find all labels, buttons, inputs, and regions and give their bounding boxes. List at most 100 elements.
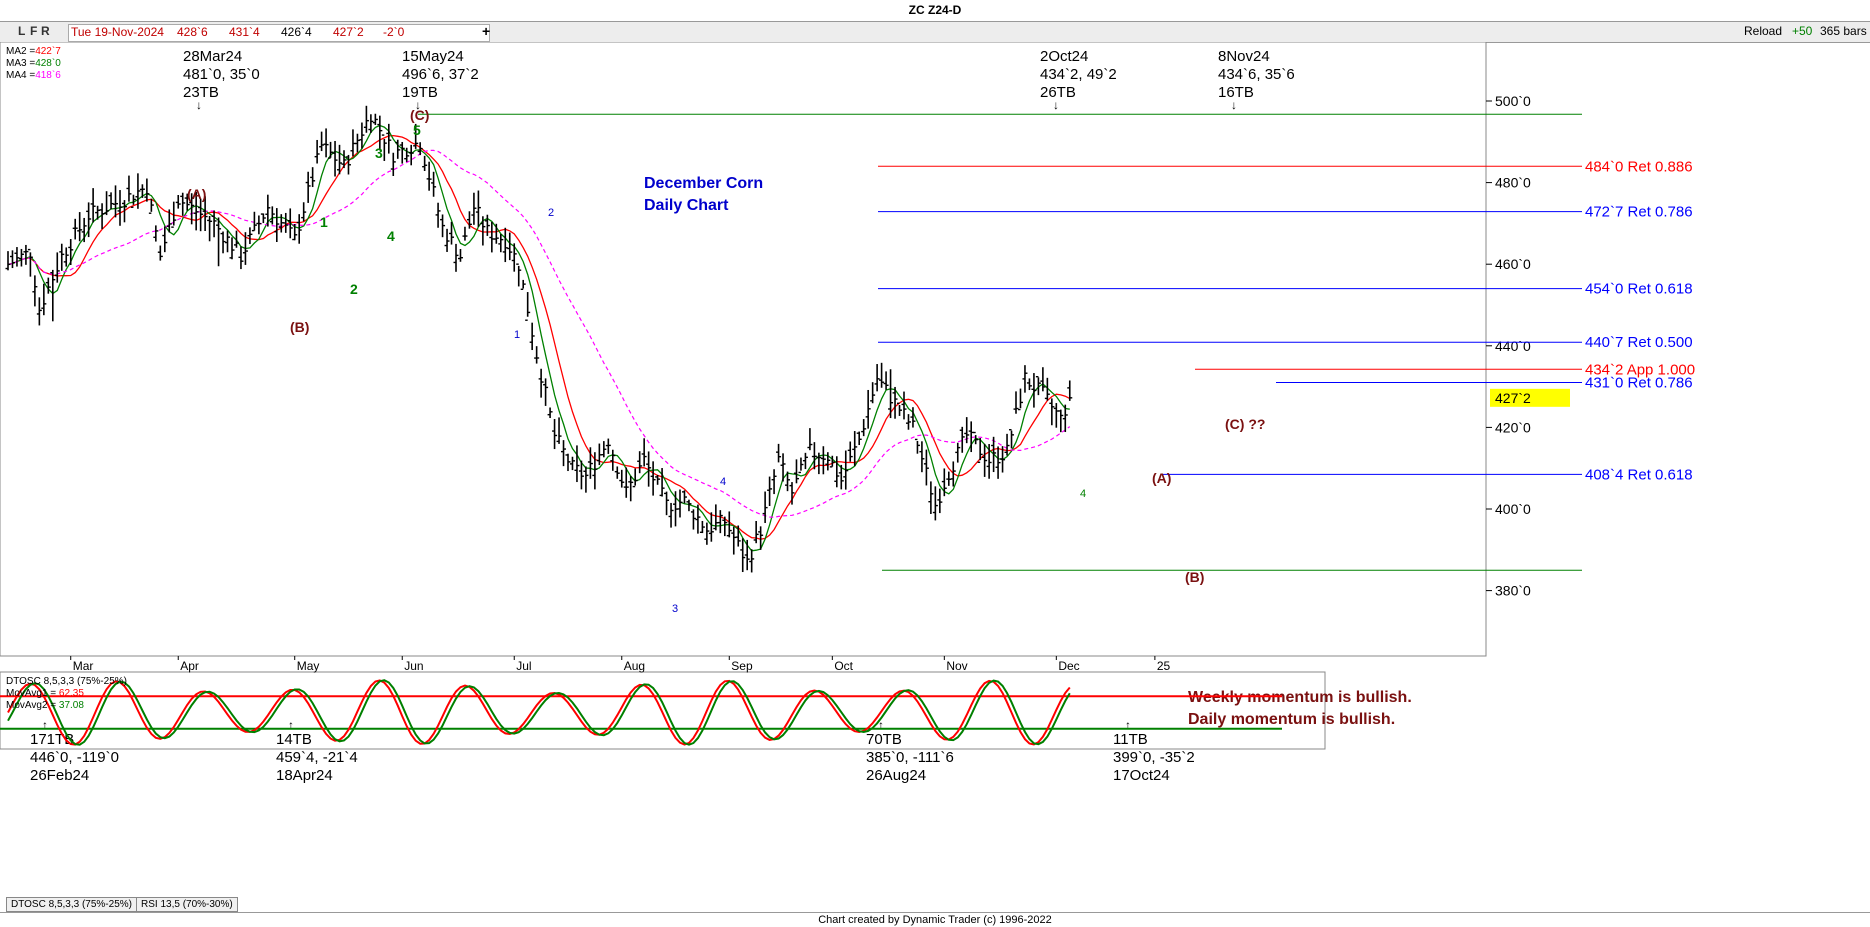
tab-rsi[interactable]: RSI 13,5 (70%-30%) <box>136 897 238 912</box>
price-bar <box>466 211 472 229</box>
price-bar <box>63 247 69 267</box>
price-bar <box>233 230 239 248</box>
bottom-annotation-arrow: ↑ <box>878 718 884 732</box>
wave-label: 5 <box>413 122 421 138</box>
price-bar <box>825 452 831 471</box>
price-bar <box>368 114 374 133</box>
price-bar <box>897 402 903 416</box>
bar-info-low: 426`4 <box>281 25 312 39</box>
price-bar <box>45 277 51 294</box>
price-bar <box>861 419 867 437</box>
price-bar <box>820 446 826 475</box>
retracement-label: 408`4 Ret 0.618 <box>1585 466 1693 483</box>
wave-label: 1 <box>514 329 520 341</box>
price-bar <box>1031 373 1037 408</box>
toolbar-button-r[interactable]: R <box>41 24 50 38</box>
x-tick-label: Dec <box>1058 659 1079 673</box>
bar-count: 365 bars <box>1820 24 1867 38</box>
osc-movavg2-legend: MovAvg2 = 37.08 <box>6 700 84 711</box>
price-bar <box>390 152 396 177</box>
price-bar <box>256 215 262 235</box>
x-tick-label: Apr <box>180 659 199 673</box>
price-bar <box>162 226 168 253</box>
price-bar <box>574 445 580 483</box>
toolbar: L F R Tue 19-Nov-2024 428`6 431`4 426`4 … <box>0 21 1870 43</box>
price-bar <box>516 263 522 287</box>
x-tick-label: Mar <box>73 659 94 673</box>
osc-movavg1-legend: MovAvg1 = 62.35 <box>6 688 84 699</box>
price-bar <box>856 431 862 446</box>
bottom-annotation-arrow: ↑ <box>1125 718 1131 732</box>
price-bar <box>229 237 235 260</box>
price-bar <box>646 451 652 487</box>
price-bar <box>484 214 490 236</box>
top-annotation-arrow: ↓ <box>196 98 202 112</box>
osc-movavg2-line <box>7 679 1071 746</box>
bottom-annotation-bars: 171TB <box>30 731 74 748</box>
retracement-label: 484`0 Ret 0.886 <box>1585 158 1693 175</box>
price-bar <box>699 520 705 534</box>
price-bar <box>749 549 755 573</box>
price-bar <box>767 476 773 507</box>
price-bar <box>525 292 531 321</box>
y-tick-label: 480`0 <box>1495 175 1531 191</box>
chart-note-line: Daily Chart <box>644 197 729 214</box>
price-bar <box>377 115 383 151</box>
price-bar <box>695 504 701 534</box>
price-bar <box>27 248 33 277</box>
price-bar <box>543 378 549 406</box>
price-bar <box>493 223 499 244</box>
top-annotation-bars: 26TB <box>1040 84 1076 101</box>
top-annotation-values: 481`0, 35`0 <box>183 66 260 83</box>
bar-info-date: Tue 19-Nov-2024 <box>71 25 164 39</box>
x-tick-label: 25 <box>1157 659 1171 673</box>
top-annotation-arrow: ↓ <box>415 98 421 112</box>
price-bar <box>453 243 459 272</box>
price-bar <box>870 382 876 404</box>
toolbar-button-l[interactable]: L <box>18 24 26 38</box>
top-annotation-arrow: ↓ <box>1053 98 1059 112</box>
price-bar <box>838 464 844 490</box>
price-bar <box>973 431 979 445</box>
bottom-annotation-arrow: ↑ <box>288 718 294 732</box>
price-bar <box>395 139 401 159</box>
add-panel-button[interactable]: + <box>482 23 491 39</box>
price-bar <box>32 275 38 307</box>
price-bar <box>171 201 177 228</box>
toolbar-button-f[interactable]: F <box>30 24 38 38</box>
price-bar <box>753 520 759 544</box>
price-bar <box>121 200 127 223</box>
price-bar <box>386 123 392 154</box>
price-bar <box>520 279 526 290</box>
price-bar <box>941 468 947 497</box>
price-bar <box>23 244 29 265</box>
price-bar <box>619 469 625 488</box>
price-bar <box>717 510 723 534</box>
price-bar <box>359 122 365 149</box>
price-bar <box>1035 375 1041 396</box>
bar-offset[interactable]: +50 <box>1792 24 1813 38</box>
price-bar <box>587 447 593 479</box>
x-tick-label: May <box>297 659 320 673</box>
tab-dtosc[interactable]: DTOSC 8,5,3,3 (75%-25%) <box>6 897 137 912</box>
price-bar <box>923 449 929 486</box>
top-annotation-date: 28Mar24 <box>183 48 242 65</box>
x-tick-label: Nov <box>946 659 967 673</box>
price-bar <box>592 452 598 490</box>
price-bar <box>345 154 351 175</box>
price-bar <box>287 208 293 239</box>
bar-info-close: 427`2 <box>333 25 364 39</box>
price-bar <box>561 440 567 467</box>
price-bar <box>198 198 204 232</box>
price-bar <box>381 134 387 161</box>
price-chart[interactable]: 500`0 480`0 460`0 440`0 420`0 400`0 380`0 427`2… <box>0 42 1870 896</box>
price-bar <box>793 459 799 484</box>
price-bar <box>426 161 432 191</box>
price-bar <box>910 407 916 428</box>
price-bar <box>144 178 150 202</box>
bottom-annotation-arrow: ↑ <box>42 718 48 732</box>
price-bar <box>126 175 132 202</box>
price-bar <box>1004 433 1010 456</box>
reload-button[interactable]: Reload <box>1744 24 1783 38</box>
price-bar <box>475 190 481 227</box>
